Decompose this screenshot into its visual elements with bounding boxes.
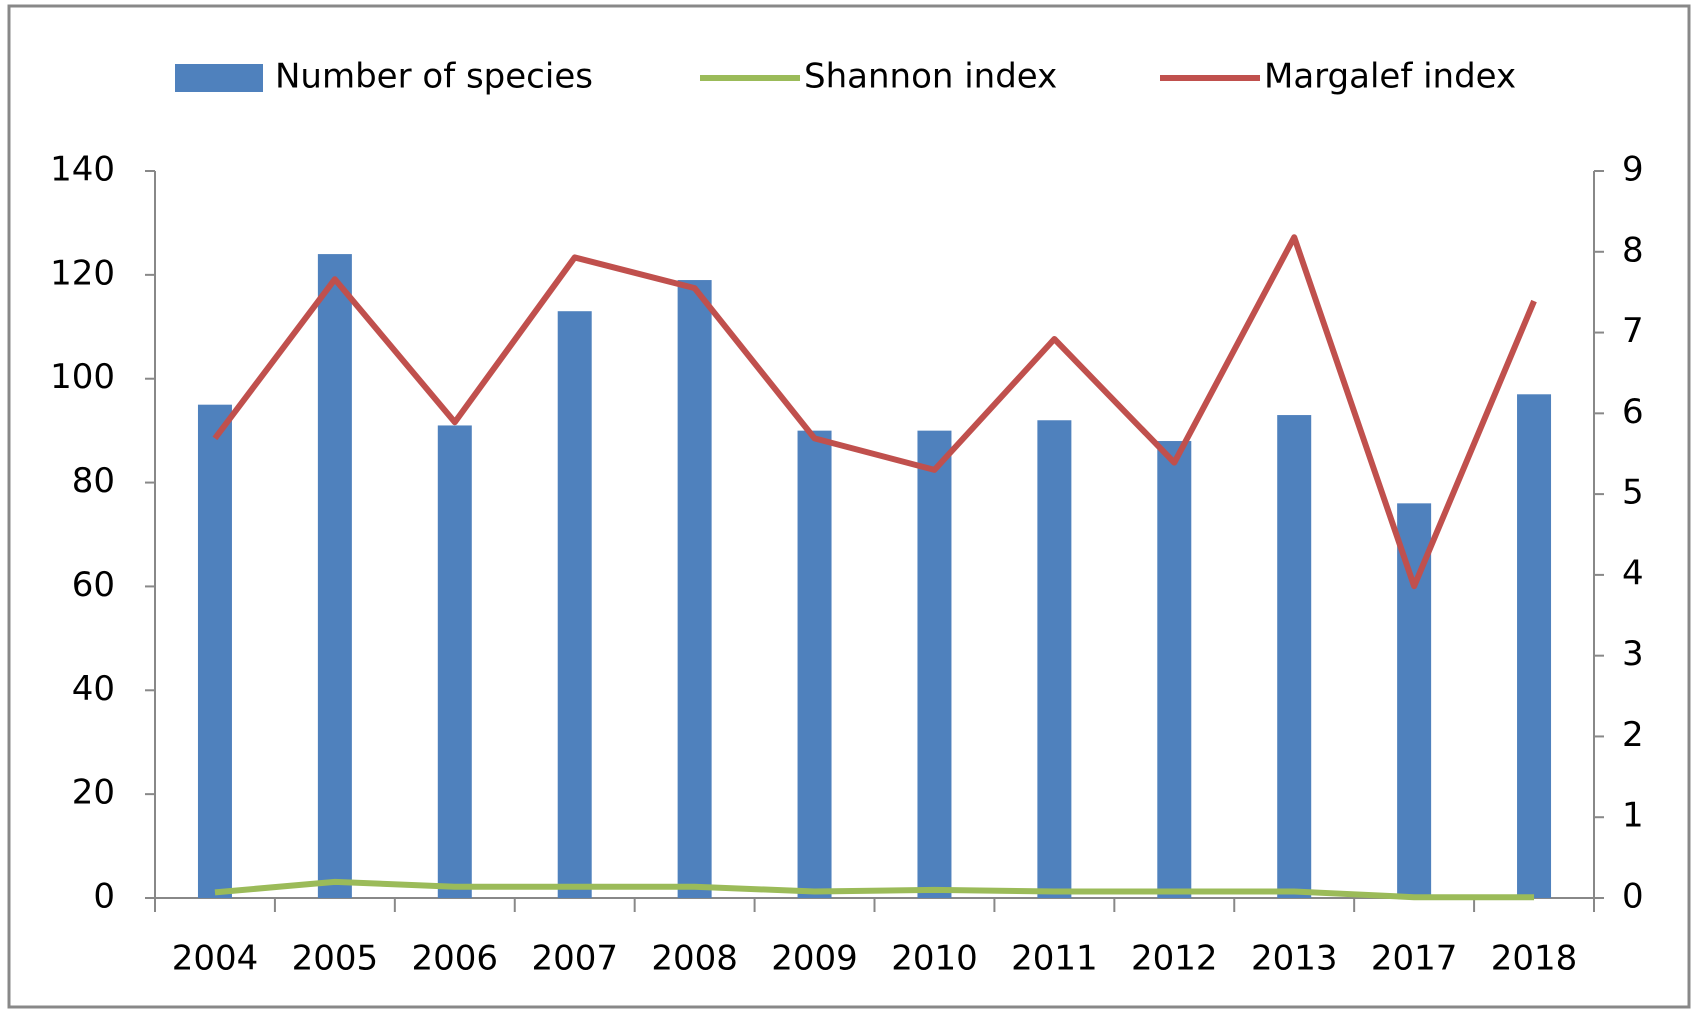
y-tick-label: 140 — [50, 150, 115, 190]
y2-tick-label: 0 — [1622, 877, 1644, 917]
y-tick-label: 80 — [72, 461, 115, 501]
chart-border — [7, 4, 1691, 1009]
x-tick-label: 2004 — [172, 939, 259, 979]
legend-label: Shannon index — [804, 57, 1057, 97]
bar — [1397, 503, 1432, 898]
x-tick-label: 2012 — [1131, 939, 1218, 979]
y-tick-label: 40 — [72, 669, 115, 709]
bar — [917, 430, 952, 898]
y-tick-label: 60 — [72, 565, 115, 605]
bar — [797, 430, 832, 898]
y2-tick-label: 8 — [1622, 230, 1644, 270]
bar — [437, 425, 472, 898]
x-tick-label: 2009 — [771, 939, 858, 979]
legend-label: Margalef index — [1264, 57, 1516, 97]
x-tick-label: 2006 — [412, 939, 499, 979]
bar — [677, 280, 712, 898]
y2-tick-label: 9 — [1622, 150, 1644, 190]
bar — [197, 404, 232, 898]
bar — [1277, 415, 1312, 898]
line — [212, 234, 1537, 590]
line — [214, 878, 1535, 901]
x-tick-label: 2011 — [1011, 939, 1098, 979]
bar — [317, 254, 352, 899]
x-tick-label: 2008 — [651, 939, 738, 979]
y2-tick-label: 5 — [1622, 473, 1644, 513]
y2-tick-label: 2 — [1622, 715, 1644, 755]
legend-label: Number of species — [275, 57, 593, 97]
y-tick-label: 120 — [50, 253, 115, 293]
x-tick-label: 2013 — [1251, 939, 1338, 979]
bar — [1157, 441, 1192, 898]
bar — [1037, 420, 1072, 898]
x-tick-label: 2018 — [1491, 939, 1578, 979]
y2-tick-label: 1 — [1622, 796, 1644, 836]
y2-tick-label: 7 — [1622, 311, 1644, 351]
legend-swatch — [175, 64, 263, 92]
y2-tick-label: 3 — [1622, 634, 1644, 674]
y-tick-label: 0 — [93, 877, 115, 917]
bar — [1517, 394, 1552, 898]
y-tick-label: 100 — [50, 357, 115, 397]
bar — [557, 311, 592, 898]
x-tick-label: 2005 — [292, 939, 379, 979]
x-tick-label: 2010 — [891, 939, 978, 979]
x-tick-label: 2017 — [1371, 939, 1458, 979]
y-tick-label: 20 — [72, 773, 115, 813]
x-tick-label: 2007 — [531, 939, 618, 979]
y2-tick-label: 4 — [1622, 553, 1644, 593]
y2-tick-label: 6 — [1622, 392, 1644, 432]
